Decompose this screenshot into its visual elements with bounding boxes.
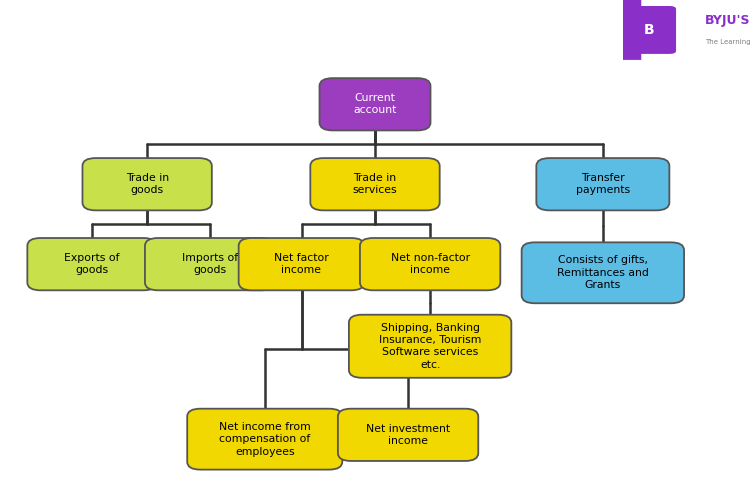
Text: Trade in
goods: Trade in goods (125, 173, 169, 195)
Text: Net income from
compensation of
employees: Net income from compensation of employee… (219, 422, 310, 457)
FancyBboxPatch shape (320, 78, 430, 131)
Text: Transfer
payments: Transfer payments (576, 173, 630, 195)
FancyBboxPatch shape (360, 238, 500, 290)
FancyBboxPatch shape (622, 6, 676, 54)
FancyBboxPatch shape (522, 243, 684, 303)
FancyBboxPatch shape (338, 409, 478, 461)
FancyBboxPatch shape (622, 0, 641, 60)
Text: Net investment
income: Net investment income (366, 424, 450, 446)
Text: COMPONENTS OF CURRENT ACCOUNT: COMPONENTS OF CURRENT ACCOUNT (19, 20, 460, 40)
FancyBboxPatch shape (188, 409, 342, 469)
FancyBboxPatch shape (536, 158, 669, 210)
FancyBboxPatch shape (238, 238, 364, 290)
Text: Imports of
goods: Imports of goods (182, 253, 238, 275)
Text: Consists of gifts,
Remittances and
Grants: Consists of gifts, Remittances and Grant… (557, 255, 649, 290)
Text: Shipping, Banking
Insurance, Tourism
Software services
etc.: Shipping, Banking Insurance, Tourism Sof… (379, 323, 482, 370)
Text: The Learning App: The Learning App (705, 39, 750, 45)
FancyBboxPatch shape (82, 158, 212, 210)
FancyBboxPatch shape (310, 158, 440, 210)
Text: BYJU'S: BYJU'S (705, 14, 750, 27)
FancyBboxPatch shape (349, 315, 512, 378)
Text: Net non-factor
income: Net non-factor income (391, 253, 470, 275)
Text: Trade in
services: Trade in services (352, 173, 398, 195)
FancyBboxPatch shape (27, 238, 157, 290)
FancyBboxPatch shape (145, 238, 274, 290)
Text: Current
account: Current account (353, 93, 397, 115)
Text: B: B (644, 23, 655, 37)
Text: Exports of
goods: Exports of goods (64, 253, 120, 275)
Text: Net factor
income: Net factor income (274, 253, 328, 275)
